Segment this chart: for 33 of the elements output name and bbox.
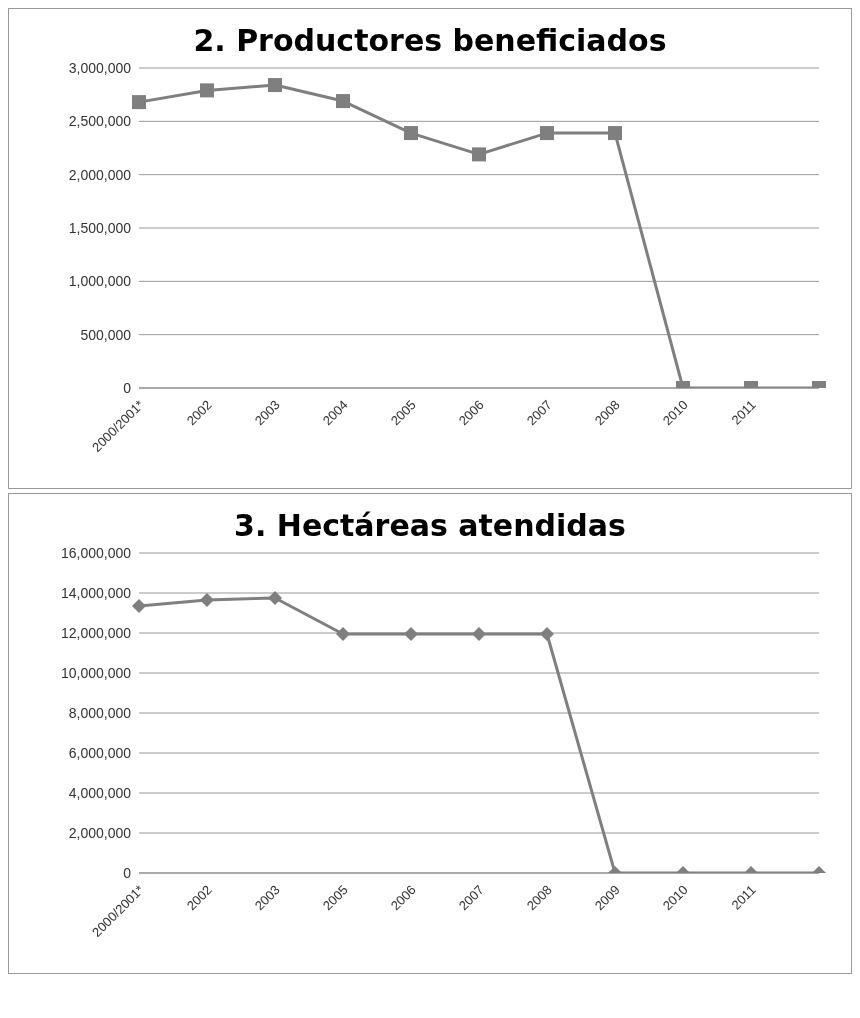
point xyxy=(336,94,350,109)
y-tick-label: 8,000,000 xyxy=(68,704,132,721)
point xyxy=(540,627,554,641)
y-tick-label: 1,000,000 xyxy=(68,273,132,290)
y-tick-label: 16,000,000 xyxy=(60,544,132,561)
y-tick-label: 2,500,000 xyxy=(68,113,132,130)
point xyxy=(540,126,554,141)
y-tick-label: 14,000,000 xyxy=(60,584,132,601)
point xyxy=(404,126,418,141)
point xyxy=(404,627,418,641)
point xyxy=(200,593,214,607)
y-tick-label: 2,000,000 xyxy=(68,166,132,183)
point xyxy=(472,627,486,641)
point xyxy=(268,591,282,605)
y-tick-label: 4,000,000 xyxy=(68,784,132,801)
y-tick-label: 3,000,000 xyxy=(68,59,132,76)
point xyxy=(608,126,622,141)
point xyxy=(200,83,214,98)
y-tick-label: 6,000,000 xyxy=(68,744,132,761)
y-tick-label: 0 xyxy=(123,379,132,396)
point xyxy=(132,95,146,110)
point xyxy=(268,78,282,93)
y-tick-label: 1,500,000 xyxy=(68,219,132,236)
point xyxy=(472,147,486,162)
point xyxy=(132,599,146,613)
y-tick-label: 500,000 xyxy=(80,326,132,343)
y-tick-label: 10,000,000 xyxy=(60,664,132,681)
point xyxy=(336,627,350,641)
chart-title: 3. Hectáreas atendidas xyxy=(233,507,627,543)
y-tick-label: 0 xyxy=(123,864,132,881)
y-tick-label: 2,000,000 xyxy=(68,824,132,841)
chart-title: 2. Productores beneficiados xyxy=(192,22,668,58)
y-tick-label: 12,000,000 xyxy=(60,624,132,641)
